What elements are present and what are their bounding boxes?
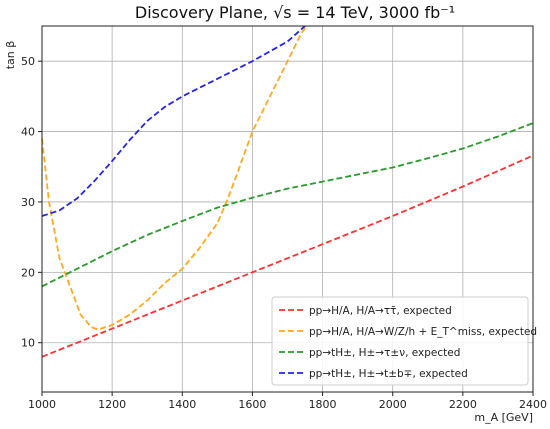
legend-label-2: pp→H/A, H/A→W/Z/h + E_T^miss, expected — [309, 326, 537, 338]
series-line-1 — [41, 154, 534, 358]
x-tick-label: 2200 — [449, 398, 477, 411]
x-tick-label: 1800 — [309, 398, 337, 411]
series-line-2 — [41, 25, 308, 331]
y-tick-label: 20 — [21, 266, 35, 279]
legend: pp→H/A, H/A→ττ̄, expected pp→H/A, H/A→W/Z… — [271, 296, 537, 386]
y-axis-label: tan β — [4, 41, 17, 70]
x-axis-label: m_A [GeV] — [474, 411, 533, 424]
x-tick-label: 2400 — [519, 398, 547, 411]
chart-title: Discovery Plane, √s = 14 TeV, 3000 fb⁻¹ — [135, 3, 455, 22]
x-tick-label: 1000 — [28, 398, 56, 411]
y-tick-label: 30 — [21, 196, 35, 209]
legend-box — [271, 296, 529, 386]
tick-labels: 1000 1200 1400 1600 1800 2000 2200 2400 10 20 30 40… — [21, 55, 547, 411]
series-line-4 — [41, 25, 306, 217]
series-group — [41, 25, 534, 358]
x-tick-label: 1600 — [238, 398, 266, 411]
series-line-3 — [41, 122, 534, 288]
x-tick-label: 1200 — [98, 398, 126, 411]
plot-frame — [41, 25, 534, 393]
legend-label-1: pp→H/A, H/A→ττ̄, expected — [309, 305, 452, 317]
y-tick-label: 40 — [21, 126, 35, 139]
x-tick-label: 2000 — [379, 398, 407, 411]
x-tick-label: 1400 — [168, 398, 196, 411]
y-tick-label: 10 — [21, 337, 35, 350]
legend-label-4: pp→tH±, H±→t±b∓, expected — [309, 368, 468, 380]
legend-label-3: pp→tH±, H±→τ±ν, expected — [309, 347, 460, 359]
y-tick-label: 50 — [21, 55, 35, 68]
